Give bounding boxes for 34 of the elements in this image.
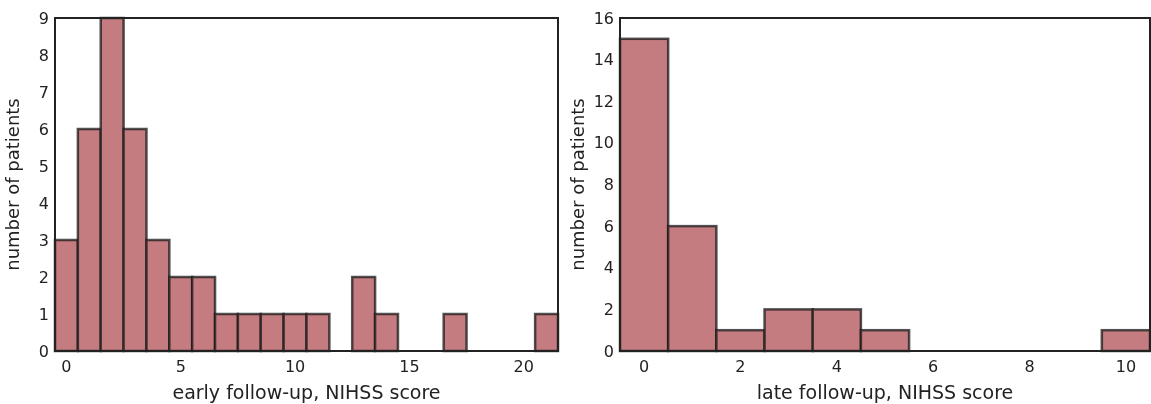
y-tick-label: 4 [603,258,614,278]
y-tick-label: 1 [38,304,49,324]
y-tick-label: 0 [38,341,49,361]
x-tick-label: 4 [831,357,842,376]
x-tick-label: 0 [639,357,650,376]
y-tick-label: 14 [593,50,614,70]
x-tick-label: 10 [1115,357,1137,376]
x-tick-label: 15 [399,357,420,376]
y-axis-title: number of patients [2,98,23,271]
y-tick-label: 2 [603,299,614,319]
y-tick-label: 10 [593,133,614,153]
y-tick-label: 16 [593,8,614,28]
y-axis-title: number of patients [567,98,588,271]
y-tick-label: 8 [38,45,49,65]
x-tick-label: 5 [175,357,186,376]
x-tick-label: 20 [513,357,534,376]
x-axis-title: early follow-up, NIHSS score [172,381,441,403]
y-tick-label: 7 [38,82,49,102]
x-tick-label: 0 [61,357,72,376]
x-tick-label: 6 [928,357,939,376]
y-tick-label: 12 [593,91,614,111]
y-tick-label: 3 [38,230,49,250]
x-tick-label: 8 [1024,357,1035,376]
y-tick-label: 9 [38,8,49,28]
y-tick-label: 0 [603,341,614,361]
x-axis-title: late follow-up, NIHSS score [756,381,1014,403]
y-tick-label: 2 [38,267,49,287]
y-tick-label: 6 [38,119,49,139]
y-tick-label: 5 [38,156,49,176]
x-tick-label: 10 [284,357,306,376]
x-tick-label: 2 [735,357,746,376]
y-tick-label: 4 [38,193,49,213]
y-tick-label: 8 [603,175,614,195]
y-tick-label: 6 [603,216,614,236]
